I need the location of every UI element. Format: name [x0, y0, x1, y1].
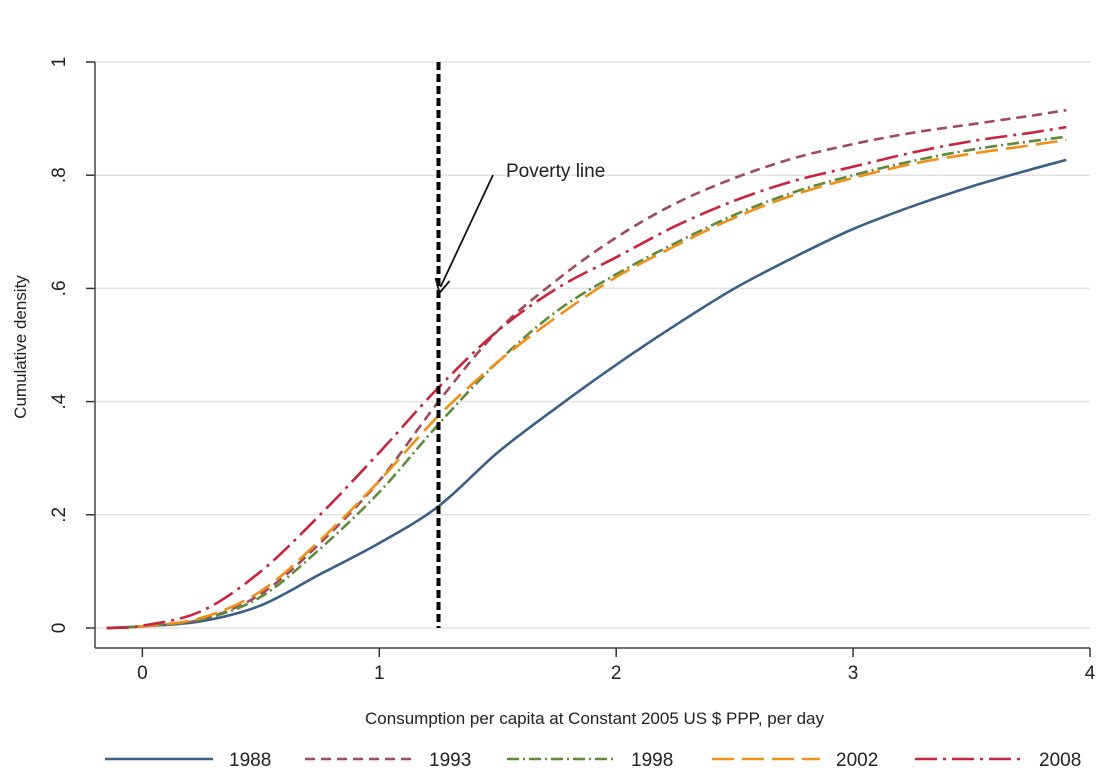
series-line-2008 [106, 125, 1067, 630]
x-axis-title: Consumption per capita at Constant 2005 … [365, 709, 824, 728]
x-tick-label: 4 [1085, 663, 1096, 684]
y-tick-label: 0 [49, 623, 70, 634]
y-tick-label: .8 [49, 167, 70, 183]
annotation-arrowhead [434, 277, 451, 294]
y-tick-label: 1 [49, 57, 70, 68]
poverty-line-label: Poverty line [506, 161, 605, 182]
legend-label-2008: 2008 [1039, 750, 1081, 771]
x-tick-label: 2 [611, 663, 622, 684]
legend-label-1993: 1993 [429, 750, 471, 771]
legend: 1988 1993 1998 2002 2008 [105, 750, 1081, 771]
axes: 0 .2 .4 .6 .8 1 0 1 2 3 4 [49, 57, 1096, 684]
x-tick-label: 1 [374, 663, 385, 684]
gridlines [95, 61, 1090, 629]
legend-label-2002: 2002 [836, 750, 878, 771]
y-tick-label: .2 [49, 507, 70, 523]
legend-label-1988: 1988 [229, 750, 271, 771]
poverty-line-group: Poverty line [434, 62, 605, 628]
y-tick-label: .4 [49, 393, 70, 409]
legend-label-1998: 1998 [631, 750, 673, 771]
series-line-1988 [106, 158, 1067, 630]
x-tick-label: 0 [137, 663, 148, 684]
annotation-arrow [439, 174, 494, 288]
series-line-1993 [106, 108, 1067, 630]
series-line-2002 [106, 138, 1067, 630]
y-axis-title: Cumulative density [11, 275, 30, 419]
y-tick-label: .6 [49, 280, 70, 296]
x-tick-label: 3 [848, 663, 859, 684]
series-line-1998 [106, 135, 1067, 630]
series-lines [106, 108, 1067, 630]
